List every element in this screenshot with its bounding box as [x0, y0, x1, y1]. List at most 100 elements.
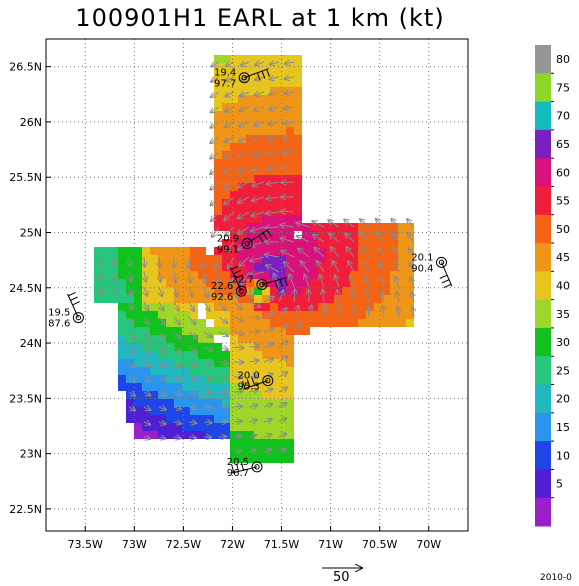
field-cell [342, 311, 350, 319]
field-cell [118, 351, 126, 359]
field-cell [102, 255, 110, 263]
field-cell [270, 167, 278, 175]
field-cell [246, 407, 254, 415]
field-cell [254, 79, 262, 87]
field-cell [238, 319, 246, 327]
field-cell [270, 431, 278, 439]
field-cell [214, 79, 222, 87]
field-cell [142, 311, 150, 319]
field-cell [382, 311, 390, 319]
colorbar-label: 45 [556, 251, 570, 264]
chart-title: 100901H1 EARL at 1 km (kt) [75, 4, 445, 32]
field-cell [390, 279, 398, 287]
field-cell [214, 183, 222, 191]
wind-vector [337, 290, 339, 303]
wind-vector [265, 227, 280, 228]
field-cell [262, 239, 270, 247]
wind-vector [377, 233, 385, 243]
wind-vector [328, 220, 340, 228]
field-cell [134, 303, 142, 311]
wind-vector [269, 107, 280, 110]
wind-vector [233, 451, 241, 452]
field-cell [254, 263, 262, 271]
wind-vector [301, 261, 310, 273]
y-tick-label: 23.5N [9, 392, 42, 405]
field-cell [94, 255, 102, 263]
wind-vector [129, 286, 132, 295]
field-cell [118, 279, 126, 287]
wind-vector [240, 77, 250, 81]
field-cell [294, 87, 302, 95]
field-cell [238, 79, 246, 87]
wind-vector [293, 306, 299, 318]
wind-vector [263, 449, 271, 452]
wind-vector [282, 167, 295, 168]
colorbar-label: 50 [556, 223, 570, 236]
field-cell [182, 431, 190, 439]
field-cell [286, 239, 294, 247]
field-cell [262, 191, 270, 199]
colorbar-label: 30 [556, 336, 570, 349]
wind-vector [238, 196, 250, 203]
field-cell [382, 231, 390, 239]
field-cell [302, 319, 310, 327]
wind-vector [189, 271, 190, 283]
field-cell [246, 431, 254, 439]
wind-barb-flag [279, 279, 283, 288]
field-cell [166, 391, 174, 399]
field-cell [206, 327, 214, 335]
field-cell [190, 423, 198, 431]
field-cell [230, 455, 238, 463]
field-cell [182, 399, 190, 407]
field-cell [118, 319, 126, 327]
field-cell [150, 287, 158, 295]
field-cell [142, 375, 150, 383]
wind-vector [173, 346, 181, 352]
field-cell [158, 255, 166, 263]
field-cell [310, 303, 318, 311]
field-cell [262, 295, 270, 303]
y-tick-label: 25.5N [9, 171, 42, 184]
field-cell [126, 295, 134, 303]
field-cell [214, 223, 222, 231]
field-cell [262, 423, 270, 431]
wind-vector [211, 211, 220, 221]
field-cell [198, 335, 206, 343]
wind-vector [263, 328, 274, 332]
field-cell [326, 319, 334, 327]
wind-vector [263, 419, 272, 422]
field-cell [286, 359, 294, 367]
field-cell [254, 199, 262, 207]
field-cell [230, 79, 238, 87]
wind-vector [409, 248, 415, 258]
wind-vector [278, 403, 287, 407]
wind-vector [263, 343, 273, 347]
field-cell [254, 351, 262, 359]
y-tick-label: 25N [20, 226, 42, 239]
field-cell [294, 327, 302, 335]
y-tick-label: 26N [20, 116, 42, 129]
field-cell [358, 271, 366, 279]
field-cell [246, 399, 254, 407]
field-cell [286, 159, 294, 167]
wind-vector [114, 286, 117, 295]
plot-frame [45, 38, 469, 532]
field-cell [198, 367, 206, 375]
field-cell [318, 319, 326, 327]
wind-barb-flag [231, 464, 235, 473]
wind-vector [268, 152, 280, 154]
field-cell [406, 279, 414, 287]
field-cell [326, 271, 334, 279]
wind-vector [368, 306, 369, 318]
wind-barb-flag [443, 283, 452, 288]
field-cell [238, 399, 246, 407]
field-cell [150, 271, 158, 279]
field-cell [246, 79, 254, 87]
colorbar-swatch [535, 158, 551, 187]
field-cell [294, 191, 302, 199]
field-cell [334, 311, 342, 319]
field-cell [142, 383, 150, 391]
wind-vector [144, 286, 147, 296]
field-cell [126, 367, 134, 375]
field-cell [246, 311, 254, 319]
